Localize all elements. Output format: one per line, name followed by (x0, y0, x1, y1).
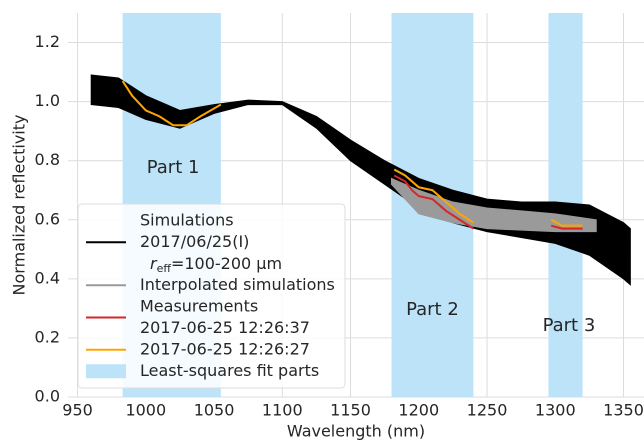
legend-label: Simulations (140, 210, 234, 229)
legend-label: Interpolated simulations (140, 275, 335, 294)
axes: 950 1000 1050 1100 1150 1200 1250 1300 1350 0.0 0.… (35, 32, 644, 419)
x-tick-label: 1000 (125, 401, 166, 420)
simulation-band (90, 74, 631, 286)
legend-subscript: eff (157, 262, 172, 275)
legend-label: 2017-06-25 12:26:27 (140, 339, 310, 358)
annotation: Part 1 (147, 157, 200, 178)
x-tick-label: 950 (62, 401, 93, 420)
annotation: Part 2 (406, 299, 459, 320)
annotation: Part 3 (543, 315, 596, 336)
y-axis-label: Normalized reflectivity (10, 115, 29, 296)
measurement-line (393, 174, 583, 230)
y-tick-label: 1.0 (35, 91, 60, 110)
legend-label-rest: =100-200 µm (171, 253, 282, 272)
legend-label: Measurements (140, 296, 258, 315)
x-tick-label: 1350 (603, 401, 644, 420)
legend-label: 2017/06/25(I) (140, 232, 249, 251)
simulation-band (390, 177, 597, 233)
y-tick-label: 1.2 (35, 32, 60, 51)
legend-handle (86, 364, 126, 379)
y-tick-label: 0.4 (35, 268, 60, 287)
x-tick-label: 1100 (262, 401, 303, 420)
legend-label: Least-squares fit parts (140, 361, 319, 380)
y-tick-label: 0.8 (35, 150, 60, 169)
x-tick-label: 1150 (330, 401, 371, 420)
legend-symbol: r (150, 253, 158, 272)
legend-box (77, 203, 346, 389)
legend-label: reff=100-200 µm (150, 253, 282, 275)
x-tick-label: 1050 (194, 401, 235, 420)
legend-label: 2017-06-25 12:26:37 (140, 318, 310, 337)
x-tick-label: 1200 (398, 401, 439, 420)
y-tick-label: 0.2 (35, 327, 60, 346)
x-tick-label: 1300 (535, 401, 576, 420)
y-tick-label: 0.0 (35, 387, 60, 406)
y-tick-label: 0.6 (35, 209, 60, 228)
measurement-line (121, 80, 583, 227)
x-axis-label: Wavelength (nm) (287, 422, 425, 441)
x-tick-label: 1250 (467, 401, 508, 420)
